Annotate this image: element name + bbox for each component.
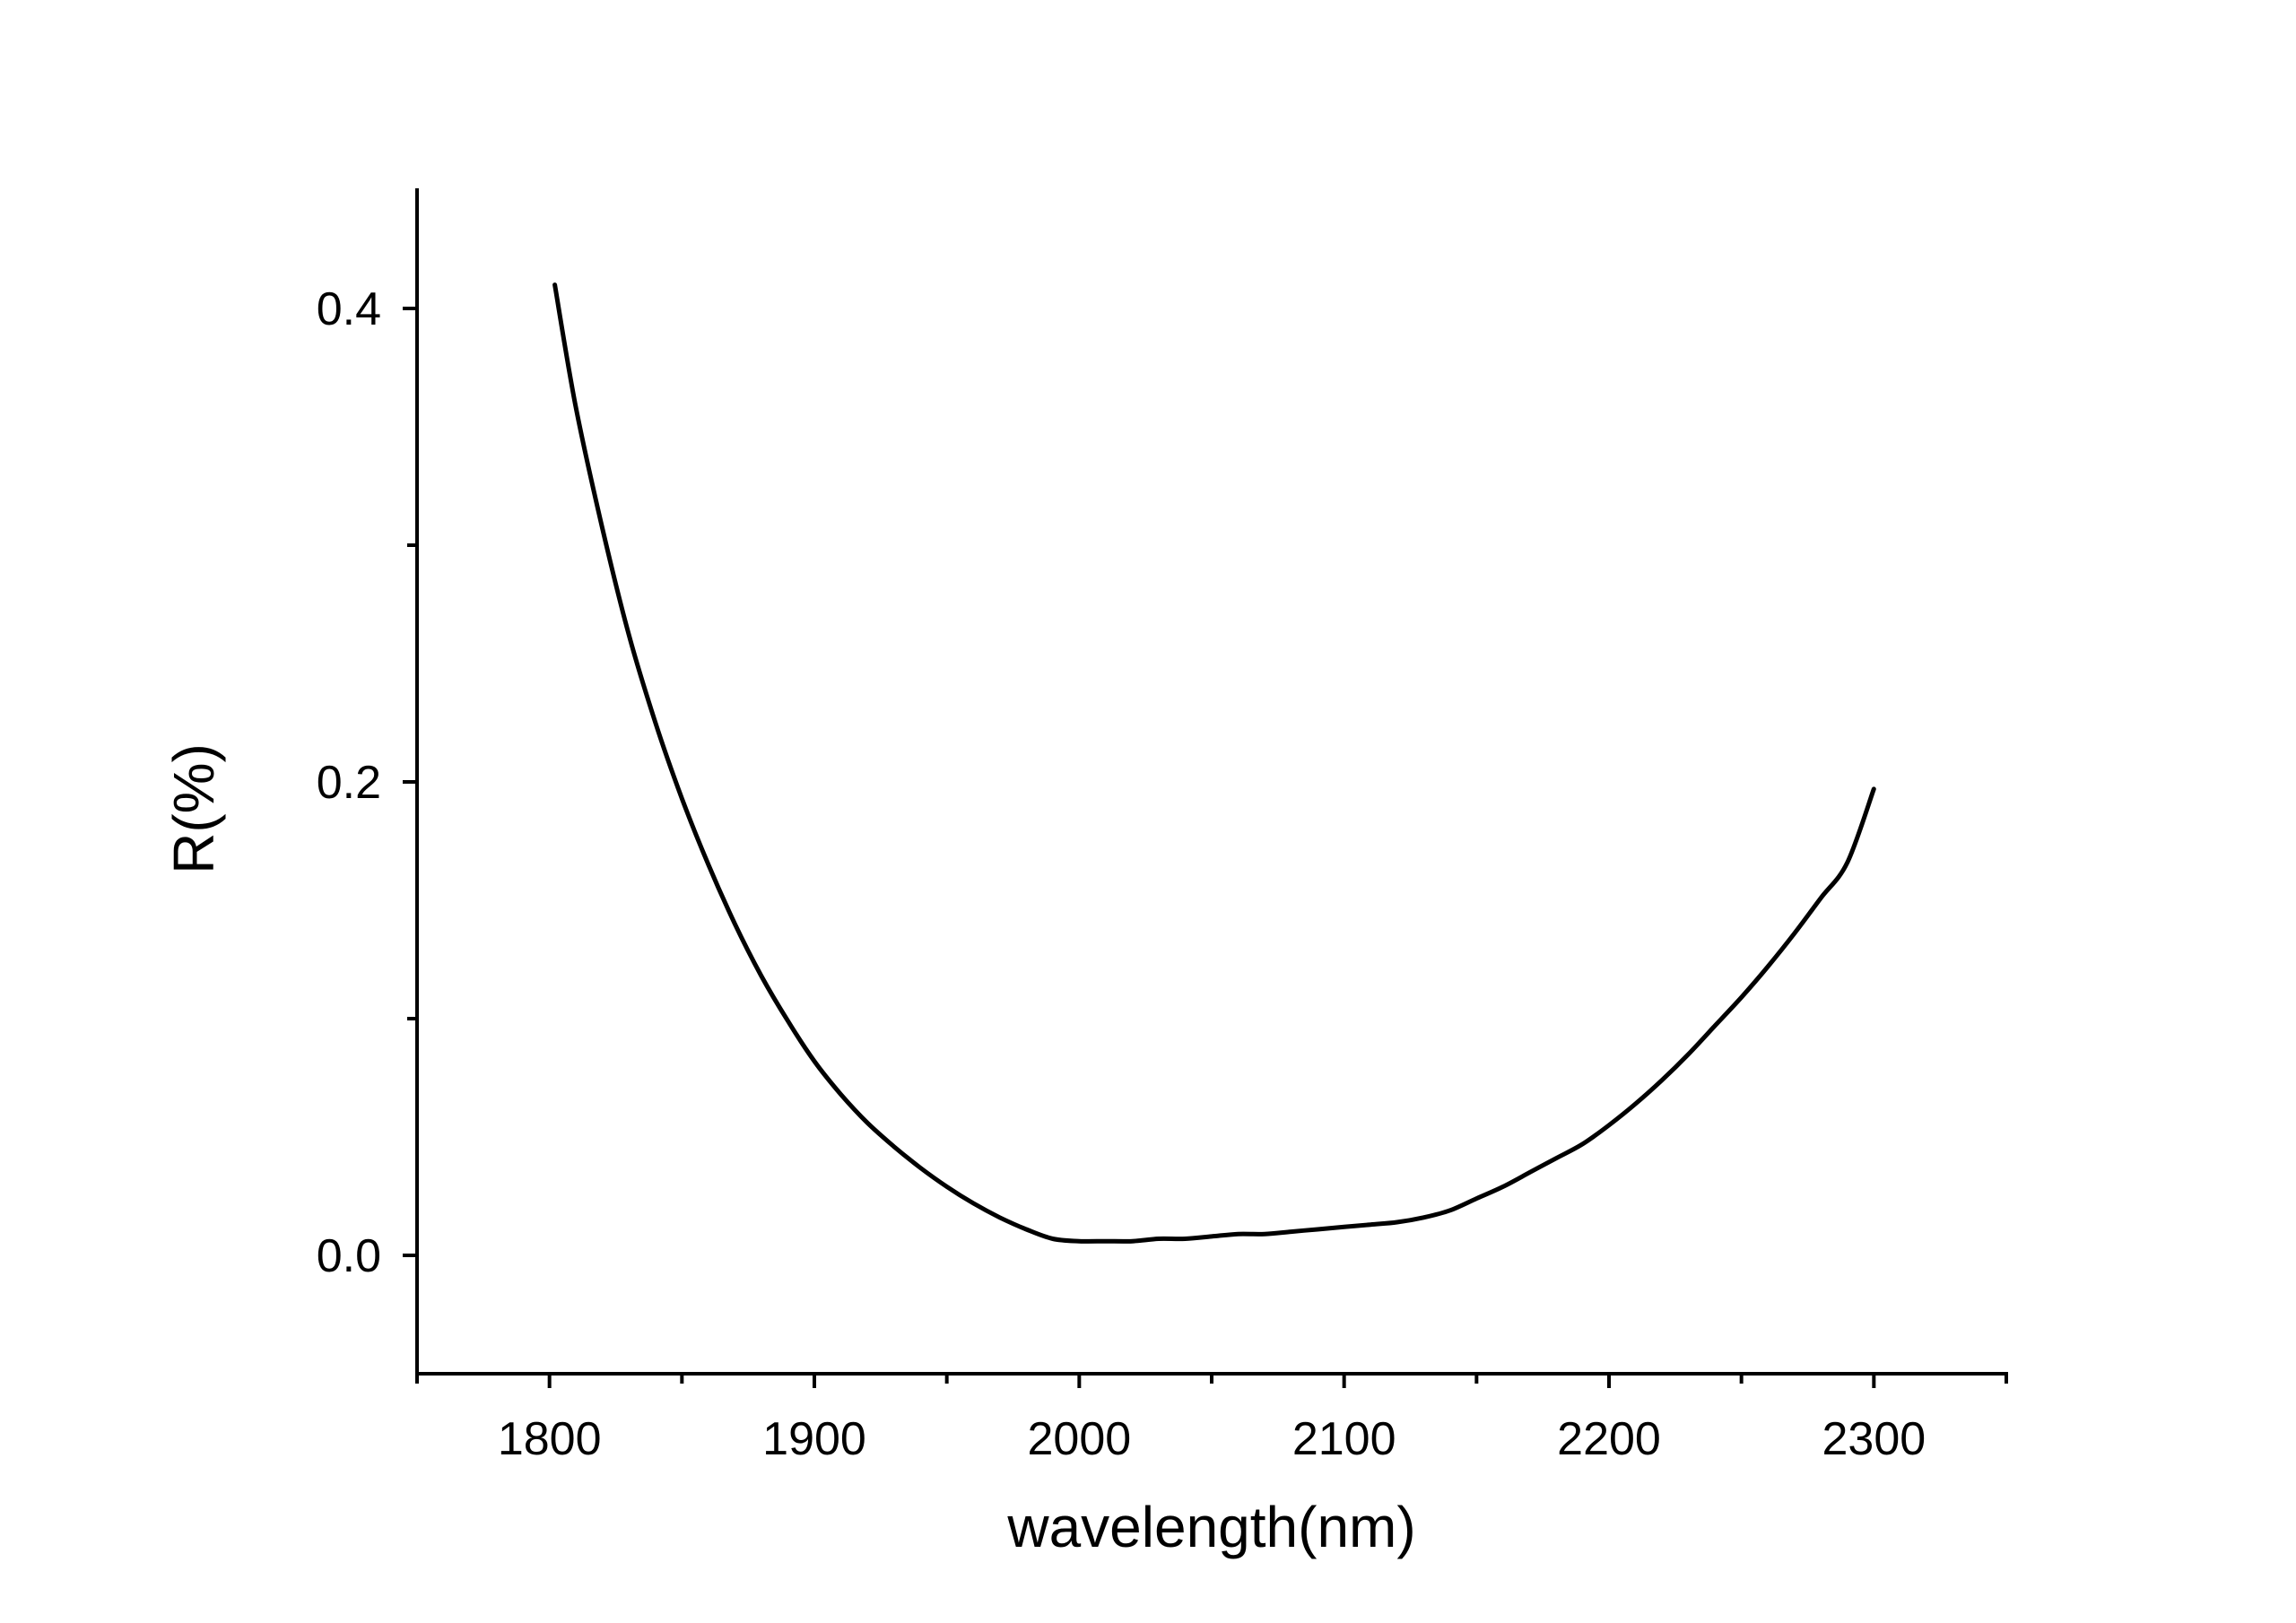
x-tick-label: 2000 bbox=[1027, 1413, 1131, 1465]
x-tick-label: 2200 bbox=[1557, 1413, 1661, 1465]
y-tick-label: 0.0 bbox=[317, 1230, 381, 1282]
reflectance-series-line bbox=[552, 282, 1876, 1244]
x-tick-label: 2100 bbox=[1292, 1413, 1396, 1465]
y-tick-label: 0.2 bbox=[317, 757, 381, 809]
y-axis-title: R(%) bbox=[161, 743, 226, 874]
x-tick-label: 2300 bbox=[1822, 1413, 1926, 1465]
y-tick-label: 0.4 bbox=[317, 283, 381, 335]
x-axis-title: wavelength(nm) bbox=[1006, 1495, 1415, 1559]
x-axis-ticks: 1800 1900 2000 2100 2200 2300 bbox=[415, 1374, 2008, 1465]
y-axis-ticks: 0.0 0.2 0.4 bbox=[317, 283, 417, 1282]
x-tick-label: 1900 bbox=[762, 1413, 866, 1465]
x-tick-label: 1800 bbox=[498, 1413, 602, 1465]
